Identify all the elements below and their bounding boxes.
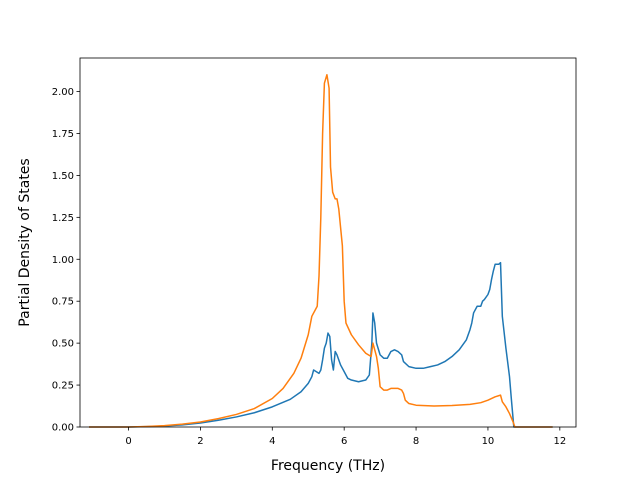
y-tick-label: 0.75 [52,297,74,308]
x-tick-label: 0 [125,436,131,447]
y-axis-label: Partial Density of States [17,158,33,326]
y-tick-label: 1.75 [52,129,74,140]
x-tick-label: 6 [341,436,347,447]
y-tick-label: 1.25 [52,213,74,224]
plot-area-background [80,58,576,427]
y-axis-ticks: 0.00 0.25 0.50 0.75 1.00 1.25 1.50 1.75 2.00 [52,87,80,434]
y-tick-label: 0.00 [52,423,74,434]
x-tick-label: 2 [197,436,203,447]
series-line-2 [88,74,553,428]
y-tick-label: 0.25 [52,381,74,392]
y-tick-label: 1.50 [52,171,74,182]
y-tick-label: 1.00 [52,255,74,266]
x-axis-ticks: 0 2 4 6 8 10 12 [125,427,566,447]
x-axis-label: Frequency (THz) [271,458,385,474]
x-tick-label: 4 [269,436,275,447]
y-tick-label: 0.50 [52,339,74,350]
series-lines [88,74,553,428]
plot-area-frame [79,57,577,428]
y-tick-label: 2.00 [52,87,74,98]
x-tick-label: 10 [482,436,495,447]
x-tick-label: 8 [413,436,419,447]
series-line-1 [88,261,553,428]
x-tick-label: 12 [553,436,566,447]
